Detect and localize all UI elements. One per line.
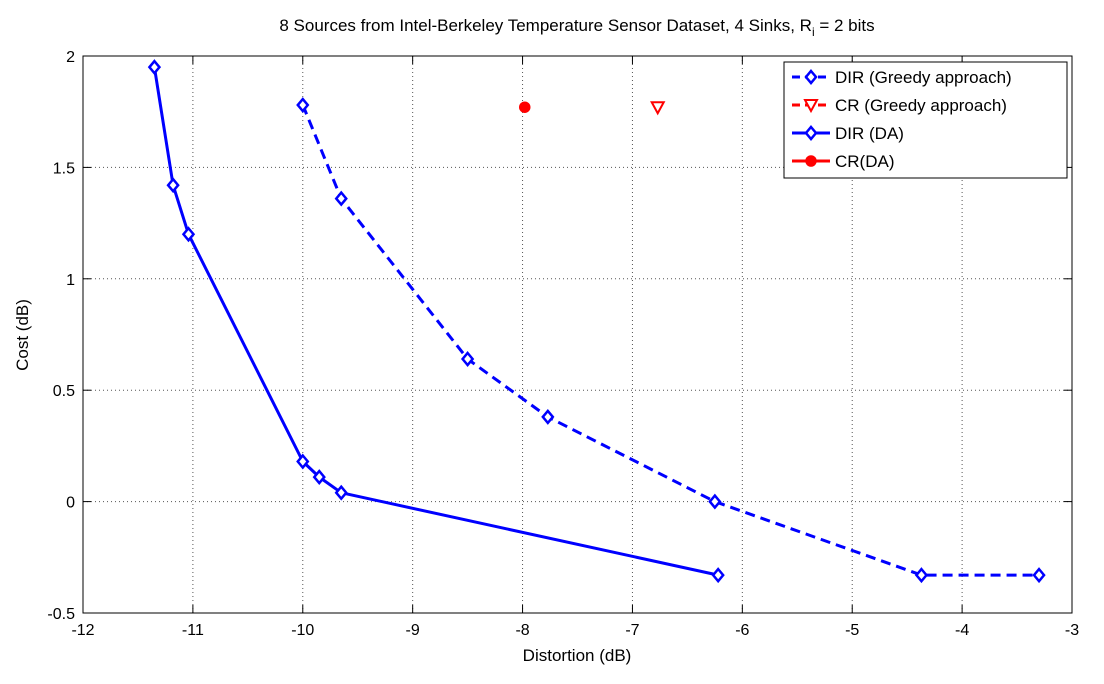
data-point [708, 493, 722, 510]
series-1 [650, 101, 666, 116]
data-point [541, 408, 555, 425]
data-point [296, 97, 310, 113]
series-2 [147, 59, 725, 584]
legend-entry: CR(DA) [792, 152, 895, 171]
data-point [711, 567, 725, 584]
data-point [296, 453, 310, 470]
y-axis-label: Cost (dB) [13, 299, 32, 371]
x-tick-label: -8 [515, 622, 529, 639]
series-layer [147, 59, 1046, 584]
data-point [519, 101, 531, 113]
legend-marker [803, 99, 819, 114]
data-point [312, 469, 326, 486]
series-0 [296, 97, 1046, 584]
data-point [147, 59, 162, 76]
chart-title-suffix: = 2 bits [815, 16, 875, 35]
legend-box [783, 61, 1068, 179]
y-tick-label: -0.5 [47, 606, 75, 623]
x-tick-label: -9 [406, 622, 420, 639]
x-tick-label: -10 [291, 622, 314, 639]
x-tick-label: -12 [71, 622, 94, 639]
x-tick-label: -7 [625, 622, 639, 639]
series-3 [519, 101, 531, 113]
legend-marker [805, 155, 817, 167]
data-point [1032, 567, 1046, 584]
legend-label: DIR (Greedy approach) [835, 68, 1012, 87]
legend-marker [804, 125, 818, 141]
x-tick-label: -5 [845, 622, 859, 639]
y-tick-label: 0 [66, 495, 75, 512]
y-tick-label: 1 [66, 272, 75, 289]
y-tick-label: 1.5 [53, 160, 75, 177]
data-point [166, 177, 180, 194]
legend: DIR (Greedy approach) CR (Greedy approach… [783, 61, 1068, 179]
x-tick-label: -4 [955, 622, 969, 639]
data-point [460, 351, 475, 367]
x-tick-label: -11 [182, 622, 204, 639]
y-tick-label: 2 [66, 49, 75, 66]
chart-title-main: 8 Sources from Intel-Berkeley Temperatur… [279, 16, 812, 35]
data-point [650, 101, 666, 116]
data-point [334, 190, 348, 207]
data-point [181, 226, 196, 243]
data-point [334, 484, 348, 501]
plot-frame [82, 55, 1073, 614]
x-tick-label: -3 [1065, 622, 1079, 639]
ticks: -12 -11 -10 -9 -8 -7 -6 -5 -4 -3 -0.5 0 0.5 1 1.5 2 [47, 49, 1079, 639]
legend-marker [804, 69, 818, 85]
chart-title: 8 Sources from Intel-Berkeley Temperatur… [279, 16, 874, 39]
legend-entry: DIR (DA) [792, 124, 904, 143]
y-tick-label: 0.5 [53, 383, 75, 400]
legend-label: CR (Greedy approach) [835, 96, 1007, 115]
grid [83, 56, 1072, 613]
x-axis-label: Distortion (dB) [523, 646, 632, 665]
chart-title-subscript: i [812, 25, 815, 39]
legend-entry: CR (Greedy approach) [792, 96, 1007, 115]
data-point [914, 567, 929, 584]
legend-entry: DIR (Greedy approach) [792, 68, 1012, 87]
legend-label: CR(DA) [835, 152, 895, 171]
x-tick-label: -6 [735, 622, 749, 639]
legend-label: DIR (DA) [835, 124, 904, 143]
